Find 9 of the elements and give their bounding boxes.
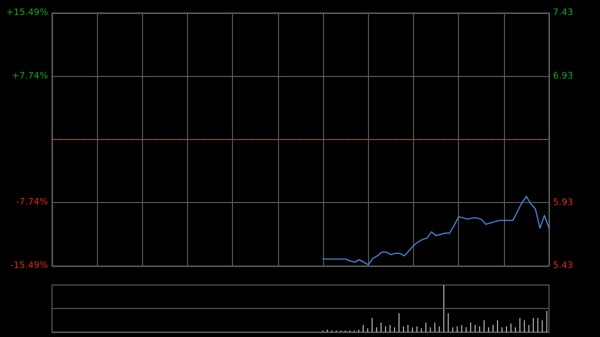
line-series xyxy=(322,196,550,266)
y2-tick-label: 6.93 xyxy=(553,71,574,82)
y2-tick-label: 5.93 xyxy=(553,198,574,208)
y-tick-label: +15.49% xyxy=(6,8,48,18)
y-tick-label: +7.74% xyxy=(12,71,48,82)
y2-tick-label: 5.43 xyxy=(553,261,574,271)
y2-tick-label: 7.43 xyxy=(553,8,574,18)
y-tick-label: -7.74% xyxy=(16,198,48,208)
y-tick-label: -15.49% xyxy=(10,261,48,271)
